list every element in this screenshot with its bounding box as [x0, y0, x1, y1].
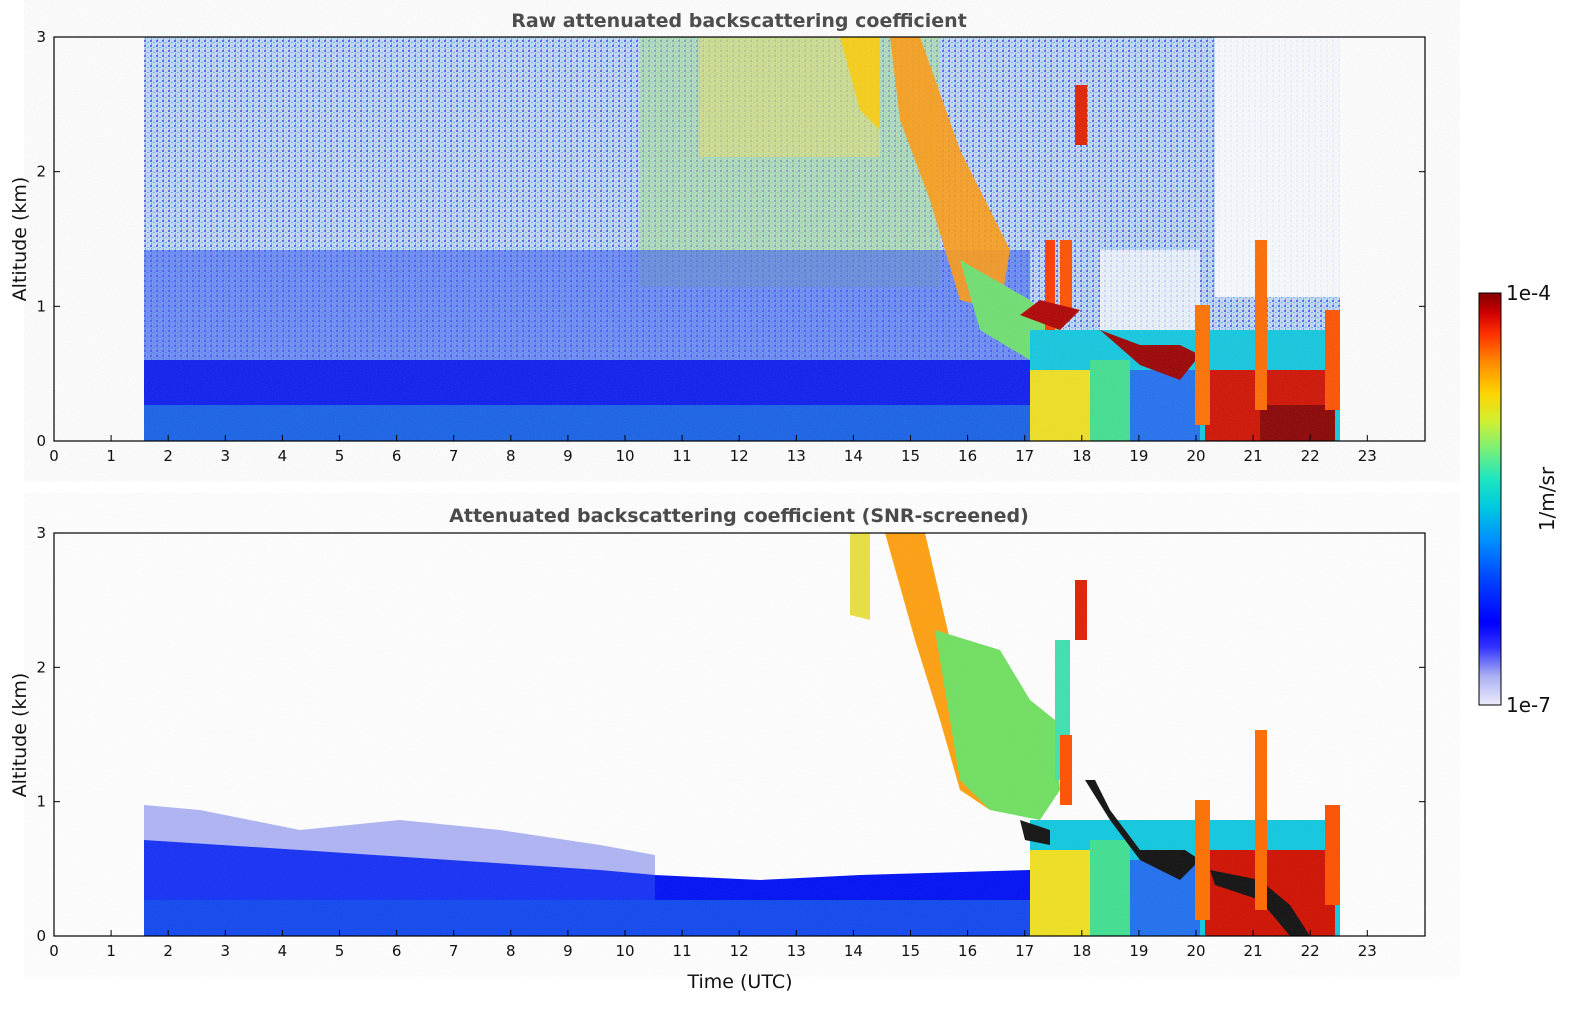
panel-screened-heatmap: [144, 533, 1340, 936]
raw-xtick-label: 7: [449, 447, 459, 465]
screened-xtick-label: 14: [844, 942, 863, 960]
screened-xtick-label: 15: [901, 942, 920, 960]
panel-raw-yticks: 0 1 2 3: [36, 28, 1425, 450]
screened-xtick-label: 0: [49, 942, 59, 960]
screened-xtick-label: 4: [278, 942, 288, 960]
raw-xtick-label: 8: [506, 447, 516, 465]
raw-xtick-label: 18: [1072, 447, 1091, 465]
raw-xtick-label: 22: [1301, 447, 1320, 465]
panel-screened-xticks: 0 1 2 3 4 5 6 7 8 9 10 11 12 13 14 15 16 17 18 19 20 21 22 23: [49, 930, 1377, 960]
screened-ytick-label: 2: [36, 658, 46, 676]
raw-ytick-label: 3: [36, 28, 46, 46]
screened-ytick-label: 1: [36, 793, 46, 811]
raw-xtick-label: 1: [106, 447, 116, 465]
raw-xtick-label: 12: [730, 447, 749, 465]
raw-xtick-label: 23: [1358, 447, 1377, 465]
raw-xtick-label: 17: [1015, 447, 1034, 465]
raw-xtick-label: 11: [673, 447, 692, 465]
screened-xtick-label: 1: [106, 942, 116, 960]
screened-ytick-label: 3: [36, 524, 46, 542]
screened-xtick-label: 21: [1244, 942, 1263, 960]
raw-xtick-label: 14: [844, 447, 863, 465]
screened-xtick-label: 13: [787, 942, 806, 960]
panel-raw-heatmap: [144, 37, 1340, 441]
raw-xtick-label: 9: [563, 447, 573, 465]
raw-xtick-label: 2: [163, 447, 173, 465]
raw-ytick-label: 1: [36, 297, 46, 315]
raw-xtick-label: 16: [958, 447, 977, 465]
raw-xtick-label: 15: [901, 447, 920, 465]
raw-xtick-label: 0: [49, 447, 59, 465]
screened-xtick-label: 6: [392, 942, 402, 960]
screened-xtick-label: 10: [615, 942, 634, 960]
screened-xtick-label: 17: [1015, 942, 1034, 960]
colorbar-max-label: 1e-4: [1506, 281, 1551, 305]
screened-xtick-label: 23: [1358, 942, 1377, 960]
panel-raw-xticks: 0 1 2 3 4 5 6 7 8 9 10 11 12 13 14 15 16 17 18 19 20 21 22 23: [49, 435, 1377, 465]
raw-xtick-label: 10: [615, 447, 634, 465]
screened-xtick-label: 16: [958, 942, 977, 960]
raw-xtick-label: 19: [1129, 447, 1148, 465]
panel-screened-title: Attenuated backscattering coefficient (S…: [449, 505, 1029, 527]
raw-xtick-label: 5: [335, 447, 345, 465]
screened-xtick-label: 7: [449, 942, 459, 960]
panel-screened: Attenuated backscattering coefficient (S…: [9, 505, 1426, 993]
raw-xtick-label: 13: [787, 447, 806, 465]
screened-xtick-label: 2: [163, 942, 173, 960]
colorbar-unit-label: 1/m/sr: [1535, 466, 1559, 531]
screened-xtick-label: 18: [1072, 942, 1091, 960]
screened-ytick-label: 0: [36, 927, 46, 945]
screened-xtick-label: 22: [1301, 942, 1320, 960]
colorbar: 1e-4 1e-7 1/m/sr: [1478, 281, 1559, 717]
raw-ytick-label: 0: [36, 432, 46, 450]
screened-xtick-label: 5: [335, 942, 345, 960]
screened-xtick-label: 9: [563, 942, 573, 960]
panel-raw: Raw attenuated backscattering coefficien…: [9, 10, 1426, 465]
raw-xtick-label: 20: [1186, 447, 1205, 465]
scr-grain: [144, 533, 1340, 936]
screened-xtick-label: 19: [1129, 942, 1148, 960]
raw-xtick-label: 6: [392, 447, 402, 465]
raw-grain: [144, 37, 1340, 441]
panel-screened-ylabel: Altitude (km): [9, 673, 31, 798]
raw-ytick-label: 2: [36, 163, 46, 181]
panel-screened-yticks: 0 1 2 3: [36, 524, 1425, 945]
panel-screened-xlabel: Time (UTC): [686, 971, 792, 993]
raw-xtick-label: 21: [1244, 447, 1263, 465]
colorbar-gradient: [1478, 292, 1502, 706]
screened-xtick-label: 8: [506, 942, 516, 960]
screened-xtick-label: 3: [221, 942, 231, 960]
raw-xtick-label: 4: [278, 447, 288, 465]
screened-xtick-label: 12: [730, 942, 749, 960]
colorbar-min-label: 1e-7: [1506, 693, 1551, 717]
panel-raw-ylabel: Altitude (km): [9, 177, 31, 302]
panel-raw-title: Raw attenuated backscattering coefficien…: [511, 10, 967, 32]
screened-xtick-label: 11: [673, 942, 692, 960]
screened-xtick-label: 20: [1186, 942, 1205, 960]
raw-xtick-label: 3: [221, 447, 231, 465]
